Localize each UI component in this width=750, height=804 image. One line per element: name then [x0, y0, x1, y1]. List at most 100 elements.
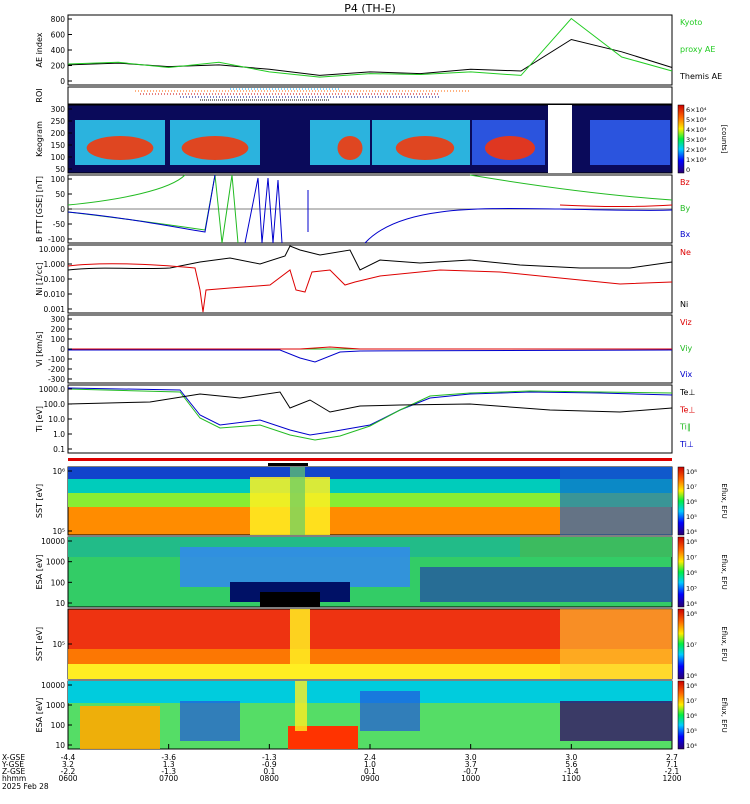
- colorbar-tick: 10⁶: [686, 569, 697, 577]
- ytick-label: -200: [48, 365, 65, 374]
- colorbar-unit: Eflux, EFU: [720, 483, 728, 518]
- ytick-label: 250: [51, 117, 66, 126]
- by-trace-right: [469, 174, 673, 201]
- xtick-label: -3.6: [161, 753, 176, 762]
- ytick-label: 400: [51, 46, 66, 55]
- keogram-aurora-bright: [181, 136, 249, 160]
- keogram-aurora-bright: [337, 136, 363, 160]
- keogram-aurora-bright: [86, 136, 154, 160]
- roi-panel: [67, 86, 673, 105]
- spectrogram-band: [560, 467, 672, 535]
- spectrogram-band: [180, 701, 240, 741]
- keogram-gap: [548, 105, 572, 173]
- ni-trace: [67, 245, 673, 271]
- legend-entry: Themis AE: [679, 72, 722, 81]
- velocity-panel: [67, 314, 673, 384]
- keogram-aurora-bright: [395, 136, 455, 160]
- xtick-label: 5.6: [565, 760, 577, 769]
- viz-trace: [68, 346, 672, 350]
- esa-ion-spectrogram: [68, 681, 672, 749]
- colorbar-tick: 10⁸: [686, 538, 697, 546]
- spectrogram-band: [68, 664, 672, 679]
- ti-perp-trace: [67, 387, 673, 436]
- sst-ion-panel: [67, 608, 673, 680]
- plot-title: P4 (TH-E): [344, 2, 396, 15]
- xtick-label: -1.3: [161, 767, 176, 776]
- ytick-label: 800: [51, 15, 66, 24]
- legend-entry: Vix: [680, 370, 693, 379]
- panel-ylabel: AE index: [35, 32, 44, 67]
- panel-ylabel: SST [eV]: [35, 484, 44, 518]
- bx-trace-spikes: [244, 177, 309, 244]
- legend-entry: Ti⊥: [679, 440, 694, 449]
- spectrogram-band: [68, 467, 672, 479]
- xtick-label: -0.9: [262, 760, 277, 769]
- legend-entry: Viy: [680, 344, 693, 353]
- ae-panel-frame: [67, 14, 673, 86]
- keogram-panel: [67, 104, 673, 174]
- bx-trace-right: [364, 208, 673, 244]
- colorbar-unit: [counts]: [720, 125, 728, 154]
- xaxis-row-label: Z-GSE: [2, 767, 26, 776]
- panel-ylabel: SST [eV]: [35, 627, 44, 661]
- panel-ylabel: ESA [eV]: [35, 698, 44, 733]
- ytick-label: 200: [51, 129, 66, 138]
- spectrogram-band: [560, 609, 672, 679]
- ti-par-trace: [67, 388, 673, 441]
- panel-ylabel: Ti [eV]: [35, 406, 44, 433]
- colorbar-tick: 10⁵: [686, 585, 697, 593]
- spectrogram-band: [420, 567, 672, 602]
- ytick-label: 50: [55, 190, 65, 199]
- legend-entry: Ti∥: [679, 423, 691, 432]
- spectrogram-band: [288, 726, 358, 749]
- xaxis-row-label: Y-GSE: [1, 760, 24, 769]
- sst-ion-colorbar: [677, 608, 685, 680]
- colorbar-tick: 2×10⁴: [686, 146, 707, 154]
- panel-ylabel: Ni [1/cc]: [35, 262, 44, 296]
- ytick-label: 100: [51, 578, 66, 587]
- ytick-label: 100: [51, 721, 66, 730]
- ytick-label: 10: [55, 741, 65, 750]
- colorbar-tick: 10⁷: [686, 483, 697, 491]
- colorbar-tick: 6×10⁴: [686, 106, 707, 114]
- colorbar-tick: 10⁷: [686, 554, 697, 562]
- xtick-label: 7.1: [666, 760, 678, 769]
- ytick-label: 100.0: [44, 400, 66, 409]
- colorbar-tick: 10⁵: [686, 727, 697, 735]
- colorbar-tick: 10⁶: [686, 498, 697, 506]
- ytick-label: 10⁵: [52, 527, 65, 536]
- ytick-label: 1.0: [53, 430, 65, 439]
- xtick-label: 1000: [461, 774, 480, 783]
- xtick-label: 0900: [360, 774, 379, 783]
- roi-panel-frame: [67, 86, 673, 105]
- ytick-label: 200: [51, 325, 66, 334]
- spectrogram-band: [290, 609, 310, 679]
- vix-trace: [68, 349, 673, 363]
- legend-entry: Bx: [680, 230, 690, 239]
- ytick-label: 100: [51, 335, 66, 344]
- ytick-label: 1000.0: [39, 385, 65, 394]
- spectrogram-band: [290, 467, 305, 535]
- by-trace-left: [67, 174, 186, 206]
- ytick-label: 10000: [41, 681, 65, 690]
- xtick-label: 1.3: [163, 760, 175, 769]
- panel-ylabel: B FTT [GSE] [nT]: [35, 176, 44, 242]
- ytick-label: 1000: [46, 558, 65, 567]
- xtick-label: 1.0: [364, 760, 376, 769]
- colorbar-tick: 10⁴: [686, 742, 697, 750]
- colorbar-tick: 10⁸: [686, 468, 697, 476]
- colorbar-tick: 10⁶: [686, 672, 697, 680]
- ytick-label: 0.100: [44, 275, 66, 284]
- sst-electron-spectrogram: [68, 467, 672, 535]
- legend-entry: Kyoto: [680, 18, 702, 27]
- colorbar-tick: 3×10⁴: [686, 136, 707, 144]
- sst-electron-colorbar: [677, 466, 685, 536]
- xaxis-row-label: hhmm: [2, 774, 26, 783]
- ytick-label: 0: [60, 77, 65, 86]
- ytick-label: 10.000: [39, 245, 65, 254]
- colorbar-tick: 1×10⁴: [686, 156, 707, 164]
- legend-entry: By: [680, 204, 690, 213]
- colorbar-tick: 10⁶: [686, 712, 697, 720]
